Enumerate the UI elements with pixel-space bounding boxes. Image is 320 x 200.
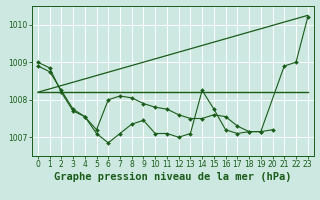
X-axis label: Graphe pression niveau de la mer (hPa): Graphe pression niveau de la mer (hPa) <box>54 172 292 182</box>
